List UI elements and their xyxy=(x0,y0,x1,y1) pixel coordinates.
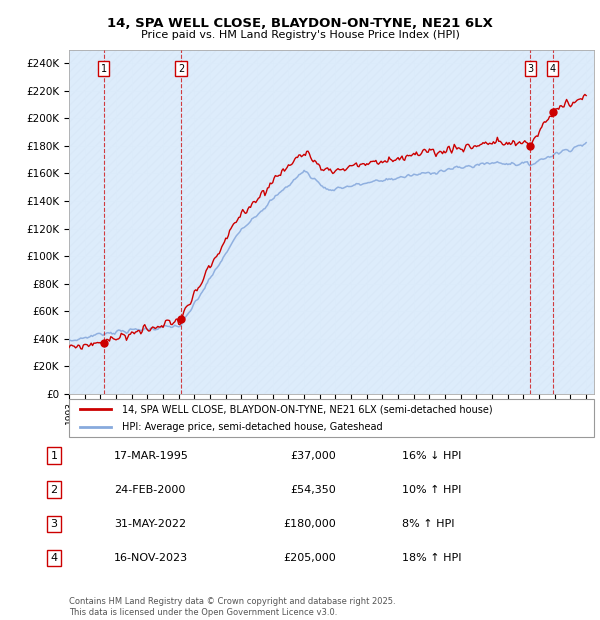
Text: 16-NOV-2023: 16-NOV-2023 xyxy=(114,553,188,563)
FancyBboxPatch shape xyxy=(69,399,594,437)
Text: £180,000: £180,000 xyxy=(283,519,336,529)
Text: £37,000: £37,000 xyxy=(290,451,336,461)
Text: £205,000: £205,000 xyxy=(283,553,336,563)
Text: 4: 4 xyxy=(50,553,58,563)
Text: 3: 3 xyxy=(50,519,58,529)
Text: 1: 1 xyxy=(50,451,58,461)
Text: 16% ↓ HPI: 16% ↓ HPI xyxy=(402,451,461,461)
Text: HPI: Average price, semi-detached house, Gateshead: HPI: Average price, semi-detached house,… xyxy=(121,422,382,433)
Text: Price paid vs. HM Land Registry's House Price Index (HPI): Price paid vs. HM Land Registry's House … xyxy=(140,30,460,40)
Text: 8% ↑ HPI: 8% ↑ HPI xyxy=(402,519,455,529)
Text: £54,350: £54,350 xyxy=(290,485,336,495)
Text: Contains HM Land Registry data © Crown copyright and database right 2025.
This d: Contains HM Land Registry data © Crown c… xyxy=(69,598,395,617)
Text: 2: 2 xyxy=(50,485,58,495)
Text: 2: 2 xyxy=(178,64,184,74)
Text: 24-FEB-2000: 24-FEB-2000 xyxy=(114,485,185,495)
Text: 10% ↑ HPI: 10% ↑ HPI xyxy=(402,485,461,495)
Text: 18% ↑ HPI: 18% ↑ HPI xyxy=(402,553,461,563)
Text: 4: 4 xyxy=(550,64,556,74)
Text: 1: 1 xyxy=(101,64,107,74)
Text: 14, SPA WELL CLOSE, BLAYDON-ON-TYNE, NE21 6LX (semi-detached house): 14, SPA WELL CLOSE, BLAYDON-ON-TYNE, NE2… xyxy=(121,404,492,414)
Text: 14, SPA WELL CLOSE, BLAYDON-ON-TYNE, NE21 6LX: 14, SPA WELL CLOSE, BLAYDON-ON-TYNE, NE2… xyxy=(107,17,493,30)
Text: 31-MAY-2022: 31-MAY-2022 xyxy=(114,519,186,529)
Text: 3: 3 xyxy=(527,64,533,74)
Text: 17-MAR-1995: 17-MAR-1995 xyxy=(114,451,189,461)
